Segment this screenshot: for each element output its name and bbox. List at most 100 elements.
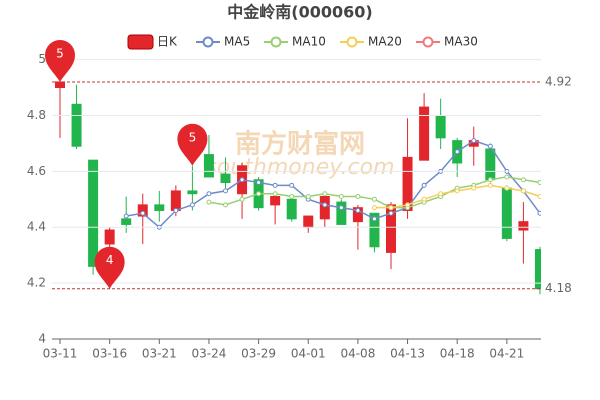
ma-point: [355, 194, 361, 199]
ma-point: [322, 202, 328, 208]
ma-point: [322, 191, 328, 197]
watermark: southmoney.com: [205, 155, 394, 180]
candle-body: [88, 159, 99, 267]
ma-line: [126, 139, 541, 229]
x-tick-label: 04-01: [291, 347, 326, 361]
x-tick-label: 03-21: [142, 347, 177, 361]
y-tick-label: 4.8: [27, 108, 46, 122]
candle-body: [137, 204, 148, 217]
candle-body: [386, 204, 396, 253]
ma-point: [471, 185, 477, 191]
candle-body: [485, 148, 496, 181]
ma-point: [537, 210, 541, 216]
x-tick-label: 03-24: [192, 347, 227, 361]
ma-point: [140, 210, 146, 216]
legend-label: MA20: [368, 35, 402, 49]
candle-body: [104, 229, 115, 245]
ma-point: [520, 188, 526, 194]
ma-point: [206, 199, 212, 205]
candle-body: [518, 221, 529, 231]
candle-body: [303, 215, 314, 228]
ma-point: [388, 210, 394, 216]
candle-body: [154, 204, 165, 211]
ma-point: [256, 191, 262, 197]
legend-dot: [346, 36, 358, 48]
candle-body: [270, 196, 281, 206]
x-tick-label: 03-11: [43, 347, 78, 361]
ma-point: [338, 194, 344, 199]
ma-point: [388, 205, 394, 211]
ma-point: [272, 191, 278, 197]
ma-point: [520, 177, 526, 183]
x-tick-label: 03-29: [241, 347, 276, 361]
ma-point: [289, 194, 295, 199]
x-tick-label: 04-21: [489, 347, 524, 361]
y-tick-label: 4.2: [27, 276, 46, 290]
watermark: 南方财富网: [235, 129, 365, 160]
marker-pin: [94, 246, 125, 289]
ma-point: [454, 188, 460, 194]
candle-body: [220, 173, 231, 184]
candle-body: [435, 114, 446, 139]
plot-area: [55, 81, 541, 295]
ma-point: [454, 149, 460, 155]
y-tick-label: 4.4: [27, 220, 46, 234]
ma-point: [537, 180, 541, 186]
y-tick-label: 4.6: [27, 164, 46, 178]
candle-body: [369, 212, 380, 248]
candle-body: [203, 154, 214, 178]
ma-point: [223, 202, 228, 208]
marker-label: 5: [189, 130, 197, 144]
ma-point: [223, 188, 228, 194]
candle-body: [419, 106, 430, 161]
ma-point: [487, 143, 493, 149]
x-tick-label: 04-18: [440, 347, 475, 361]
legend-dot: [270, 36, 282, 48]
ma-point: [289, 182, 295, 188]
x-tick-label: 04-08: [340, 347, 375, 361]
legend-swatch: [127, 34, 154, 50]
ma-point: [338, 205, 344, 211]
y-tick-label: 5: [38, 52, 46, 66]
ma-point: [371, 205, 377, 211]
ref-label: 4.92: [545, 74, 572, 88]
candle-body: [71, 103, 82, 147]
ref-label: 4.18: [545, 281, 572, 295]
marker-label: 5: [56, 46, 64, 60]
ma-point: [239, 177, 245, 183]
legend-dot: [422, 36, 434, 48]
x-tick-label: 03-16: [92, 347, 127, 361]
ma-point: [272, 182, 278, 188]
candle-body: [336, 201, 347, 225]
y-tick-label: 4: [38, 332, 46, 346]
candle-body: [170, 190, 181, 211]
marker-pin: [45, 39, 75, 82]
legend-label: MA30: [444, 35, 478, 49]
candle-body: [55, 81, 65, 89]
ma-point: [256, 180, 262, 186]
ma-point: [537, 194, 541, 199]
chart-title: 中金岭南(000060): [227, 3, 372, 22]
ma-point: [355, 207, 361, 213]
ma-point: [305, 194, 311, 199]
ma-point: [123, 213, 129, 219]
marker-pin: [177, 123, 208, 166]
legend-label: MA5: [224, 35, 250, 49]
x-tick-label: 04-13: [390, 347, 425, 361]
candle-body: [501, 187, 512, 239]
ma-point: [206, 191, 212, 197]
ma-point: [239, 196, 245, 202]
ma-point: [421, 182, 427, 188]
ma-point: [371, 216, 377, 222]
ma-point: [438, 191, 444, 197]
ma-point: [173, 207, 179, 213]
candle-body: [402, 156, 413, 211]
ma-point: [371, 196, 377, 202]
ma-point: [504, 174, 510, 180]
ma-point: [405, 202, 411, 208]
marker-label: 4: [106, 253, 114, 267]
legend-dot: [202, 36, 214, 48]
ma-point: [487, 177, 493, 183]
legend-label: 日K: [157, 35, 178, 49]
